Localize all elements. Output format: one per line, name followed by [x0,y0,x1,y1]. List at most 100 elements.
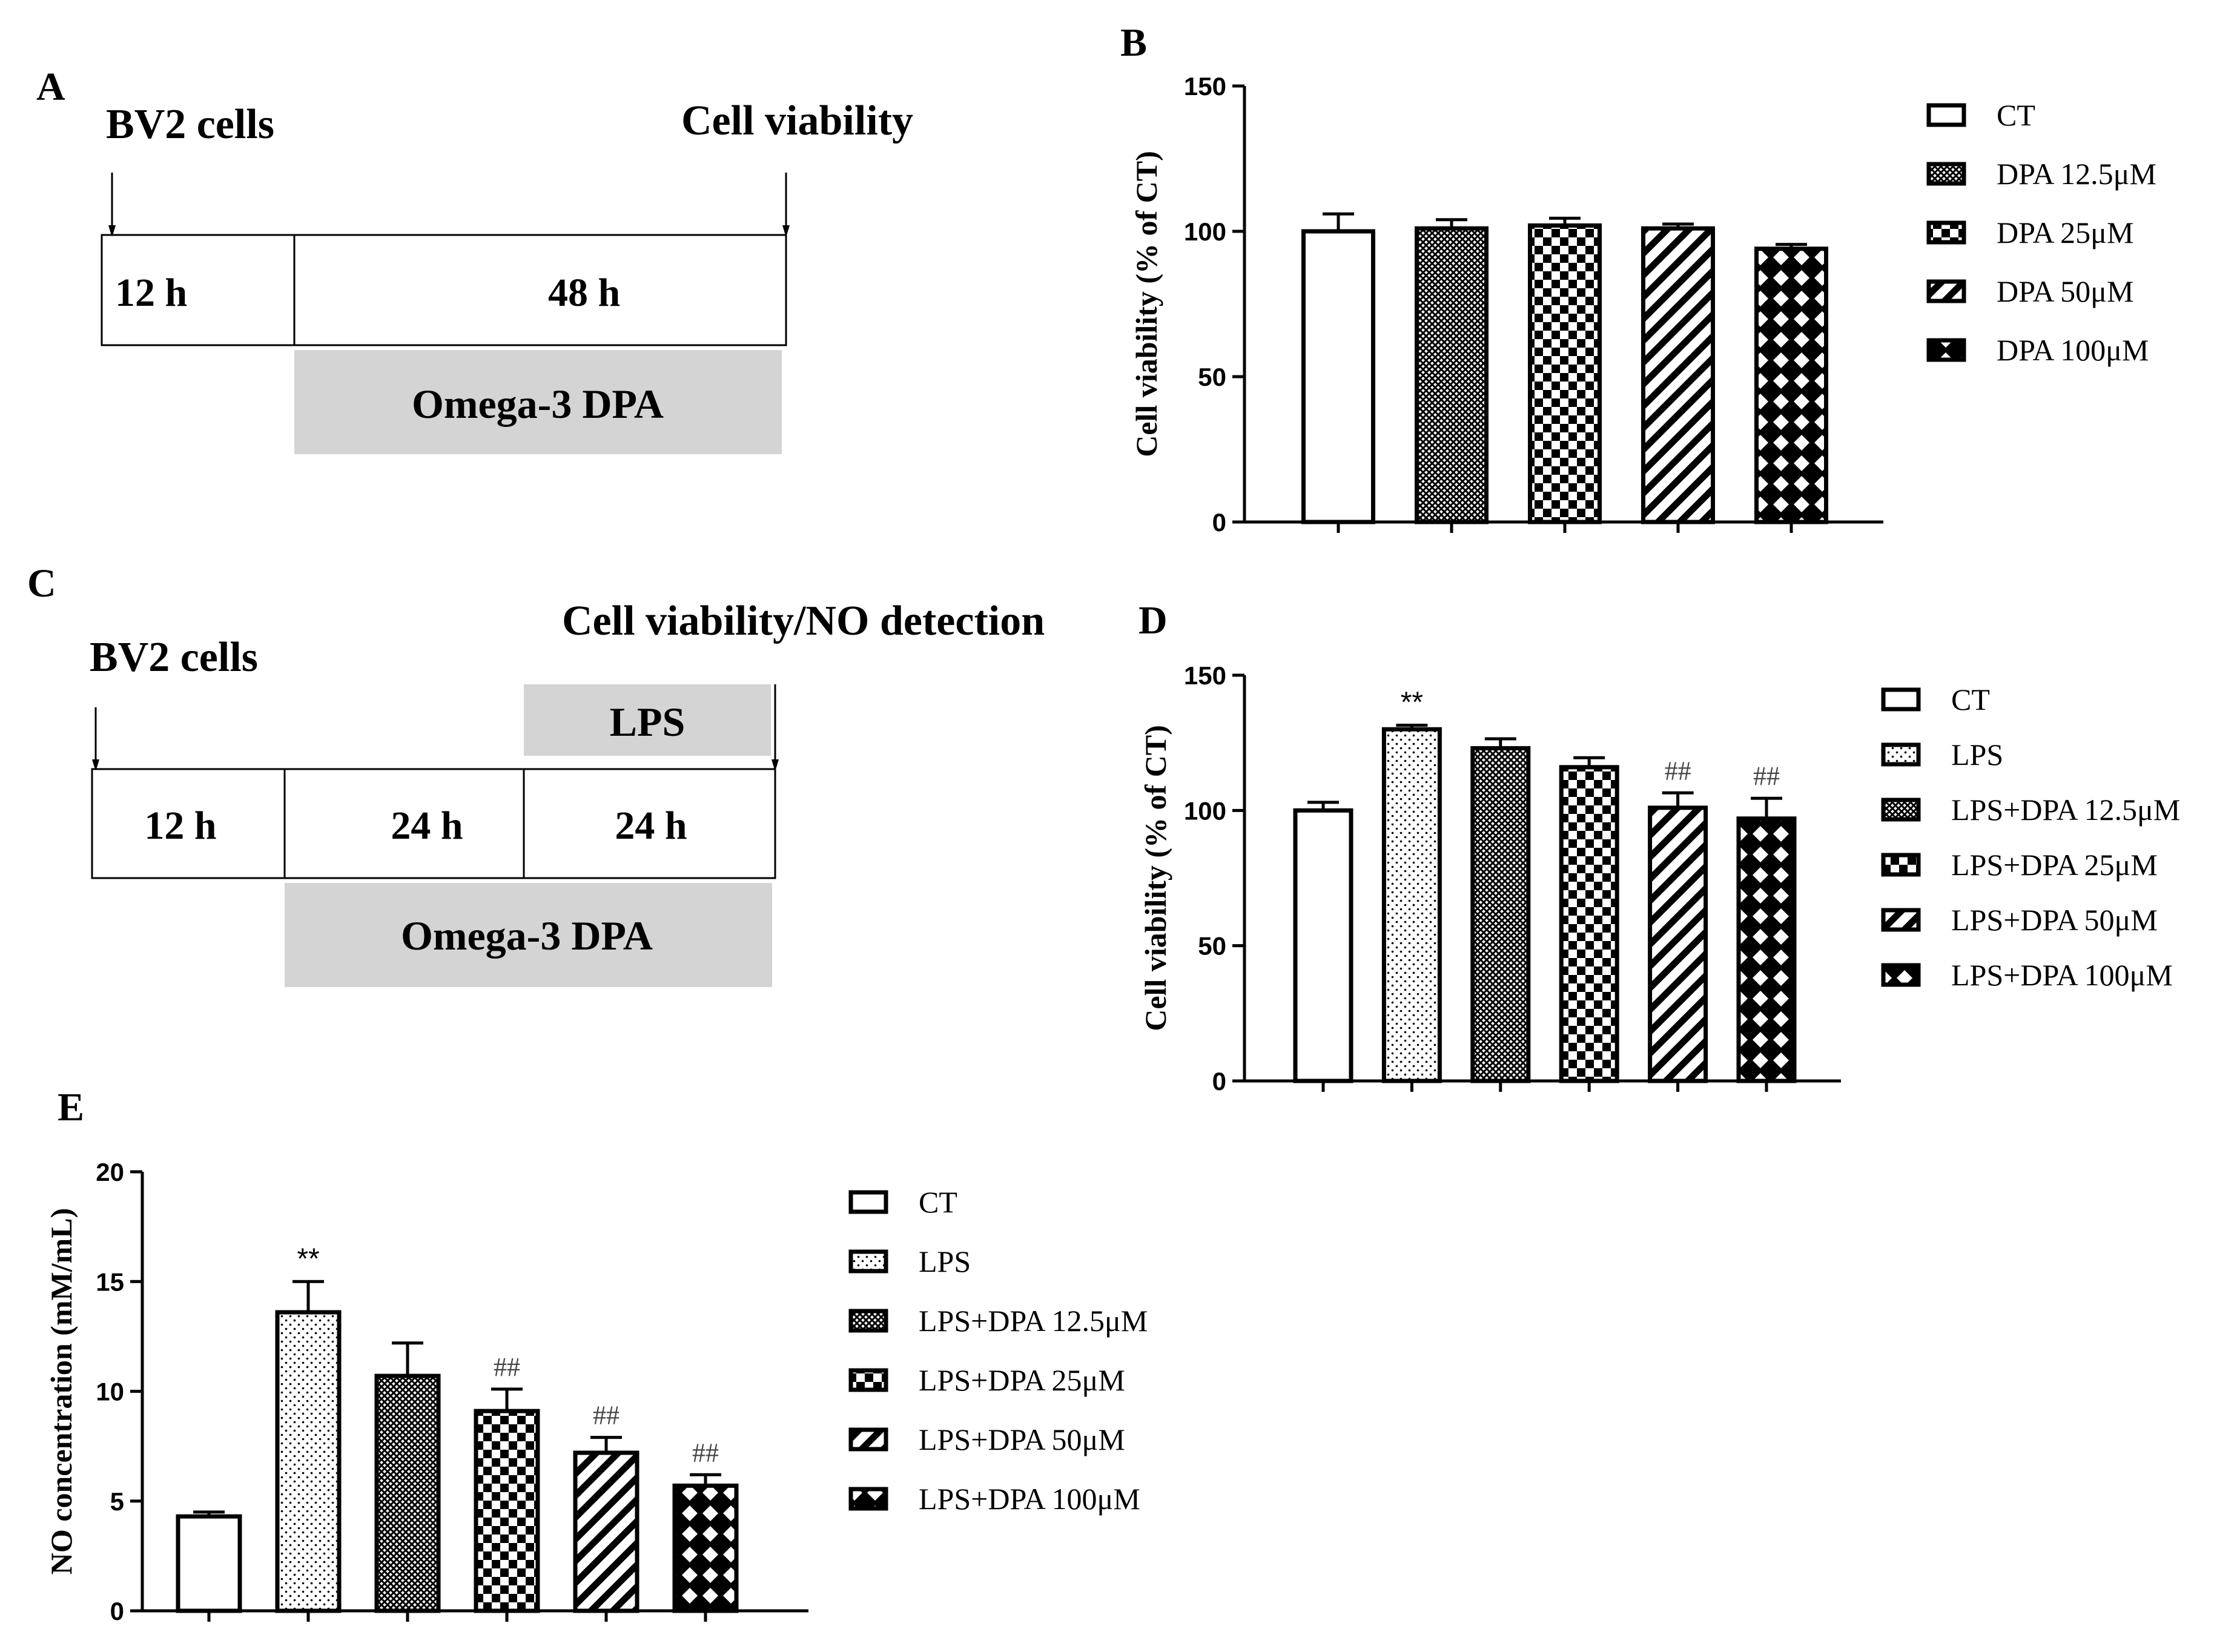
y-tick-label-d: 150 [1184,661,1226,690]
significance-e-4: ## [494,1352,520,1382]
bar-d-3 [1470,746,1531,1083]
legend-swatch-b-3 [1926,220,1966,245]
legend-swatch-d-1 [1881,687,1921,712]
timeline-c-start-arrowhead [92,759,99,771]
bar-d-5 [1648,805,1708,1083]
significance-d-2: ** [1401,687,1423,719]
panel-letter-a: A [36,65,65,109]
legend-swatch-e-6 [848,1487,888,1511]
bar-e-4 [474,1409,540,1613]
y-tick-label-b: 100 [1184,217,1226,246]
y-axis-label-b: Cell viability (% of CT) [1129,151,1163,457]
timeline-c-treatment-band [285,883,772,987]
legend-label-d-1: CT [1951,682,1990,716]
legend-label-b-4: DPA 50μM [1997,274,2133,308]
timeline-c-segment-2-label: 24 h [391,804,463,848]
legend-label-e-4: LPS+DPA 25μM [919,1363,1125,1397]
legend-label-b-1: CT [1997,98,2035,132]
timeline-a-segment-2 [293,234,787,346]
timeline-c-lps-label: LPS [610,699,686,745]
panel-letter-c: C [27,561,56,606]
y-tick-label-d: 100 [1184,796,1226,825]
legend-label-d-2: LPS [1951,738,2003,771]
y-tick-label-d: 0 [1212,1067,1226,1095]
panel-c: C BV2 cells Cell viability/NO detection … [27,561,1045,987]
y-tick-label-b: 0 [1212,508,1226,537]
bar-b-5 [1754,246,1828,524]
timeline-a-end-arrowhead [782,225,790,237]
legend-swatch-e-1 [848,1190,888,1214]
legend-label-b-3: DPA 25μM [1997,216,2133,249]
bar-b-3 [1528,223,1602,524]
legend-label-e-3: LPS+DPA 12.5μM [919,1304,1148,1338]
chart-e: E 0 5 10 15 20 NO concentration (mM/mL) ** ## ## #… [44,1085,1148,1625]
timeline-c-segment-3-label: 24 h [615,804,687,848]
timeline-a-segment-1-label: 12 h [115,271,187,315]
y-tick-label-d: 50 [1198,932,1226,960]
y-tick-label-e: 15 [96,1267,124,1296]
timeline-c-segment-2 [283,768,525,879]
significance-e-6: ## [692,1438,719,1467]
timeline-a-segment-2-label: 48 h [548,271,620,315]
y-tick-label-b: 50 [1198,363,1226,391]
timeline-a-segment-1 [101,234,296,346]
legend-swatch-b-2 [1926,162,1966,186]
chart-d: D 0 50 100 150 Cell viability (% of CT) ** ## ##… [1138,598,2180,1095]
legend-label-d-5: LPS+DPA 50μM [1951,903,2158,937]
legend-swatch-e-5 [848,1427,888,1452]
legend-label-d-3: LPS+DPA 12.5μM [1951,793,2180,827]
timeline-c-end-label: Cell viability/NO detection [562,598,1045,644]
bar-d-2 [1381,727,1442,1083]
significance-d-5: ## [1665,756,1691,785]
legend-swatch-e-4 [848,1368,888,1392]
significance-e-2: ** [297,1243,319,1275]
timeline-a-end-label: Cell viability [681,97,913,144]
bar-b-2 [1415,226,1489,524]
legend-swatch-d-5 [1881,908,1921,932]
panel-a: A BV2 cells Cell viability 12 h 48 h Ome… [36,65,913,454]
timeline-a-start-label: BV2 cells [106,101,274,148]
legend-swatch-d-4 [1881,853,1921,877]
legend-label-b-2: DPA 12.5μM [1997,157,2156,191]
panel-letter-e: E [58,1085,84,1129]
timeline-c-start-label: BV2 cells [90,634,258,681]
timeline-a-start-arrowhead [108,225,116,237]
y-tick-label-e: 10 [96,1378,124,1406]
y-tick-label-e: 5 [110,1487,124,1516]
legend-label-e-5: LPS+DPA 50μM [919,1422,1125,1456]
y-tick-label-e: 20 [96,1158,124,1186]
bar-e-3 [374,1373,441,1613]
panel-letter-b: B [1120,21,1147,65]
bar-d-1 [1293,808,1353,1083]
legend-label-b-5: DPA 100μM [1997,333,2149,367]
legend-swatch-d-2 [1881,742,1921,767]
timeline-c-lps-band [524,684,771,756]
legend-swatch-b-1 [1926,103,1966,127]
bar-b-4 [1641,226,1715,524]
bar-d-4 [1559,765,1619,1083]
significance-d-6: ## [1753,761,1780,791]
bar-e-2 [275,1310,342,1613]
timeline-c-segment-1-label: 12 h [144,804,216,848]
timeline-c-band-label: Omega-3 DPA [401,913,653,959]
panel-letter-d: D [1138,598,1168,643]
legend-swatch-d-6 [1881,963,1921,987]
timeline-a-band-label: Omega-3 DPA [412,381,664,427]
legend-label-e-2: LPS [919,1244,971,1278]
bar-b-1 [1301,229,1375,524]
legend-swatch-e-2 [848,1249,888,1274]
bar-e-5 [573,1450,639,1613]
bar-e-6 [672,1483,739,1613]
y-axis-label-e: NO concentration (mM/mL) [44,1208,78,1574]
legend-swatch-e-3 [848,1309,888,1333]
legend-label-e-1: CT [919,1185,957,1219]
bar-e-1 [176,1514,242,1613]
legend-swatch-b-5 [1926,338,1966,362]
timeline-a-treatment-band [294,350,782,454]
legend-label-d-6: LPS+DPA 100μM [1951,958,2173,992]
chart-b: B 0 50 100 150 Cell viability (% of CT) CT DPA … [1120,21,2156,537]
y-tick-label-b: 150 [1184,72,1226,101]
timeline-c-segment-3 [523,768,776,879]
legend-label-e-6: LPS+DPA 100μM [919,1482,1140,1516]
